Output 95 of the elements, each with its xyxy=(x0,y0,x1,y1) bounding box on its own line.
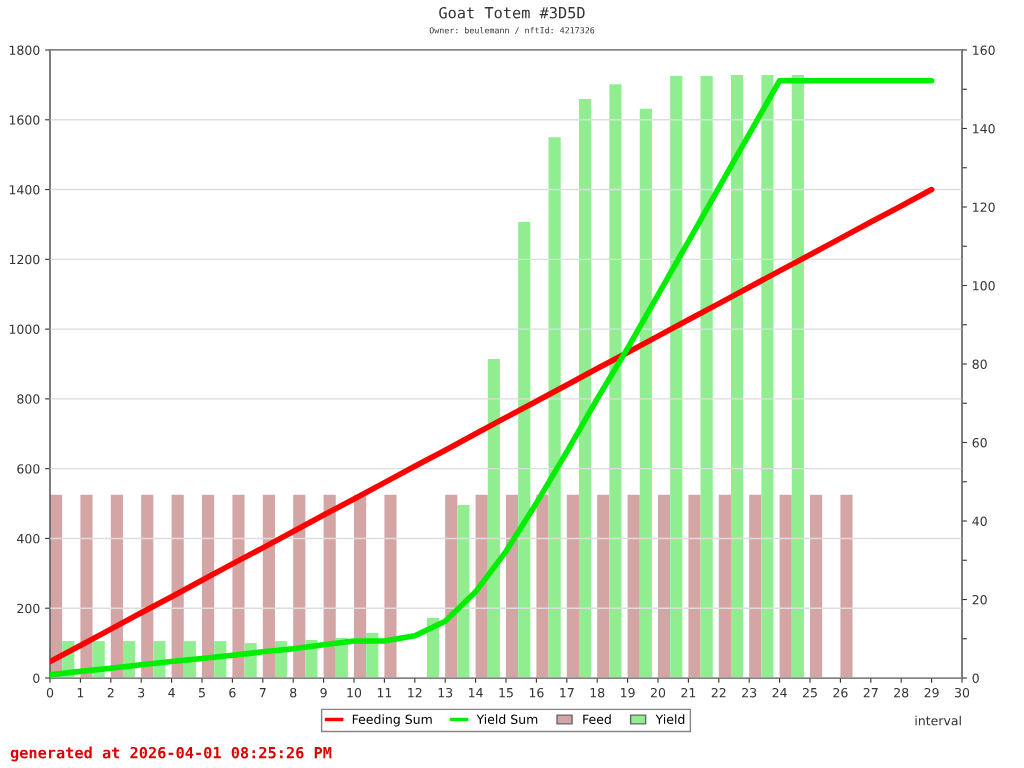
bar xyxy=(518,221,531,678)
x-tick-label: 0 xyxy=(46,687,54,698)
bar xyxy=(810,494,823,678)
x-tick-label: 22 xyxy=(711,687,726,698)
x-tick-label: 7 xyxy=(259,688,266,698)
x-tick-label: 3 xyxy=(138,687,145,698)
bar xyxy=(171,494,184,678)
bar xyxy=(141,494,154,678)
x-tick-label: 23 xyxy=(742,687,757,698)
x-tick-label: 28 xyxy=(894,687,909,698)
y2-tick-label: 40 xyxy=(972,516,987,526)
x-tick-label: 12 xyxy=(408,687,422,698)
y2-tick-label: 60 xyxy=(972,437,987,448)
bar xyxy=(80,494,93,678)
chart-title: Goat Totem #3D5D xyxy=(439,6,585,19)
x-tick-label: 30 xyxy=(955,687,970,698)
bar xyxy=(202,494,215,678)
bar xyxy=(718,494,731,678)
text: generated at 2026-04-01 08:25:26 PM xyxy=(10,746,332,762)
x-tick-label: 21 xyxy=(681,687,696,698)
bar xyxy=(749,494,762,678)
bar xyxy=(670,75,683,678)
y-tick-label: 600 xyxy=(17,464,40,474)
y2-tick-label: 100 xyxy=(973,280,995,291)
x-tick-label: 9 xyxy=(320,687,327,698)
bar xyxy=(566,494,579,678)
bar xyxy=(536,494,549,678)
x-tick-label: 6 xyxy=(229,687,236,698)
bar xyxy=(232,494,245,678)
bar xyxy=(627,494,640,678)
x-tick-label: 10 xyxy=(347,687,362,698)
bar xyxy=(700,75,713,678)
y2-tick-label: 140 xyxy=(973,123,995,134)
x-tick-label: 26 xyxy=(833,687,848,698)
bar xyxy=(779,494,792,678)
x-tick-label: 5 xyxy=(198,688,205,698)
y-tick-label: 1200 xyxy=(9,254,40,265)
x-tick-label: 17 xyxy=(560,688,574,698)
bar xyxy=(730,75,744,678)
x-tick-label: 24 xyxy=(772,687,787,698)
bar xyxy=(609,84,622,678)
x-tick-label: 20 xyxy=(650,687,666,698)
legend-label: Feed xyxy=(583,714,611,725)
bar xyxy=(791,75,804,678)
bar xyxy=(688,494,701,678)
bar xyxy=(597,494,610,678)
x-tick-label: 1 xyxy=(77,688,84,698)
y-tick-label: 200 xyxy=(17,603,40,614)
x-tick-label: 16 xyxy=(529,687,544,698)
x-tick-label: 27 xyxy=(863,687,878,698)
x-tick-label: 2 xyxy=(107,687,114,698)
x-tick-label: 15 xyxy=(499,688,513,698)
y-tick-label: 1600 xyxy=(9,115,40,125)
x-tick-label: 13 xyxy=(438,687,453,698)
bar xyxy=(384,494,397,678)
bar xyxy=(487,358,500,678)
x-tick-label: 18 xyxy=(590,687,605,698)
y2-tick-label: 120 xyxy=(973,202,995,212)
bar xyxy=(354,494,367,678)
y2-tick-label: 80 xyxy=(972,359,987,369)
bar xyxy=(578,99,592,678)
bar xyxy=(293,494,306,678)
x-tick-label: 11 xyxy=(377,688,392,698)
bar xyxy=(639,108,652,678)
legend-label: Feeding Sum xyxy=(352,714,432,727)
bar xyxy=(840,494,853,678)
x-tick-label: 25 xyxy=(802,687,817,698)
y-tick-label: 400 xyxy=(17,533,40,544)
bar xyxy=(445,494,458,678)
bar xyxy=(548,137,561,678)
y-tick-label: 1800 xyxy=(9,45,40,55)
bar xyxy=(323,494,336,678)
y2-tick-label: 160 xyxy=(973,45,995,55)
bar xyxy=(658,494,671,678)
y-tick-label: 1000 xyxy=(9,324,40,335)
y-tick-label: 0 xyxy=(33,673,40,683)
x-tick-label: 19 xyxy=(621,687,635,698)
bar xyxy=(457,504,470,678)
bar xyxy=(262,494,275,678)
x-tick-label: 14 xyxy=(469,688,483,698)
y-tick-label: 1400 xyxy=(9,185,40,195)
x-axis-title: interval xyxy=(915,715,961,726)
y2-tick-label: 20 xyxy=(972,594,987,605)
y2-tick-label: 0 xyxy=(972,673,979,683)
y-tick-label: 800 xyxy=(17,394,40,404)
x-tick-label: 29 xyxy=(924,687,939,698)
legend-label: Yield Sum xyxy=(476,714,538,725)
legend-label: Yield xyxy=(655,714,685,725)
bar xyxy=(110,494,123,678)
x-tick-label: 8 xyxy=(290,687,297,698)
bar xyxy=(761,75,774,678)
bar xyxy=(506,494,519,678)
chart-subtitle: Owner: beulemann / nftId: 4217326 xyxy=(429,26,595,35)
x-tick-label: 4 xyxy=(168,688,175,698)
bar xyxy=(475,494,488,678)
